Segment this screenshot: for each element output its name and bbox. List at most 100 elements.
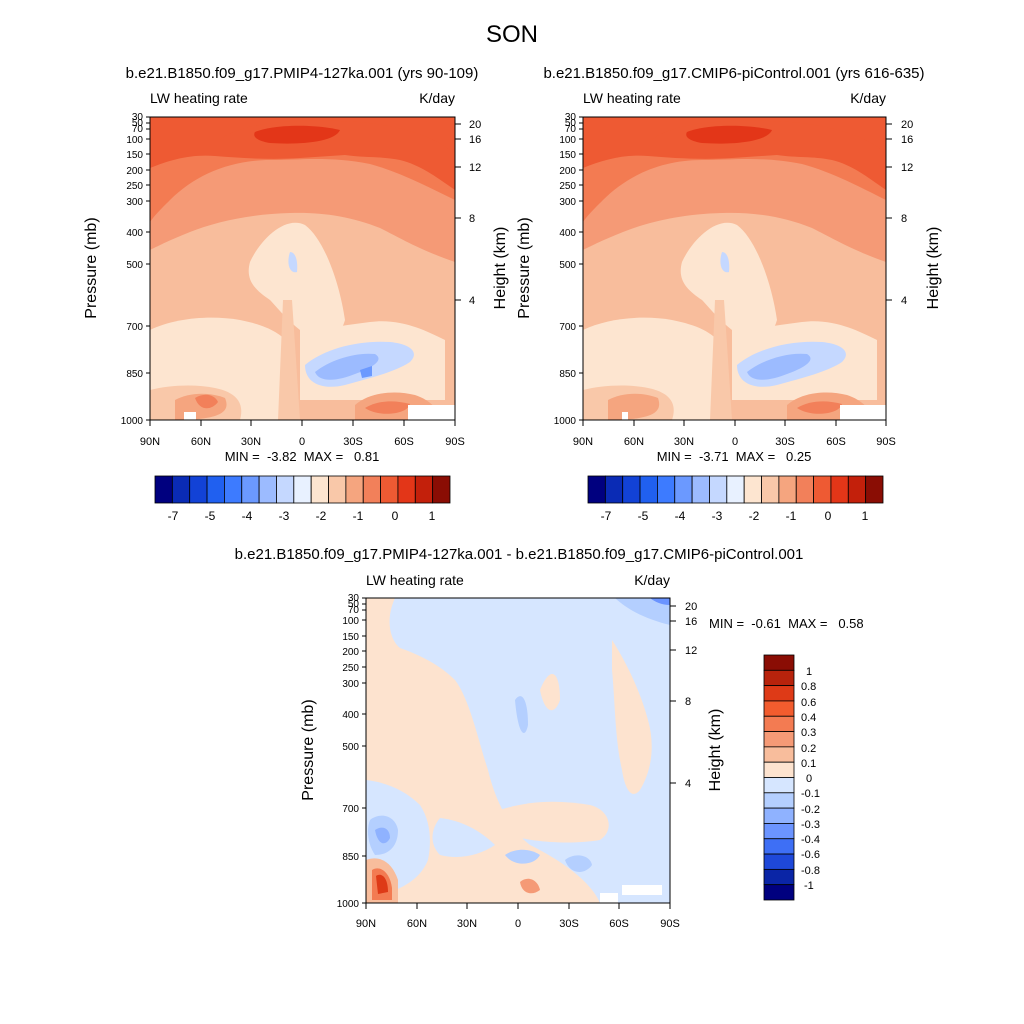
y-tick-label: 200 <box>342 647 359 658</box>
colorbar-box <box>763 853 795 870</box>
colorbar-box <box>604 475 624 504</box>
colorbar-box <box>414 475 434 504</box>
y-tick-label: 500 <box>342 742 359 753</box>
colorbar-label: -5 <box>205 509 216 523</box>
y-tick-label: 50 <box>132 118 144 129</box>
y-tick-label: 70 <box>348 605 360 616</box>
y2-tick-label: 8 <box>469 213 475 225</box>
colorbar-label: 1 <box>806 666 812 678</box>
panel-3-left-string: LW heating rate <box>366 572 464 588</box>
colorbar-box <box>310 475 329 504</box>
panel-1: b.e21.B1850.f09_g17.PMIP4-127ka.001 (yrs… <box>83 65 509 523</box>
y2-tick-label: 16 <box>685 616 697 628</box>
colorbar-label: 0 <box>825 509 832 523</box>
y-tick-label: 30 <box>348 593 360 604</box>
y-tick-label: 250 <box>342 663 359 674</box>
y2-tick-label: 16 <box>469 134 481 146</box>
x-tick-label: 90S <box>876 436 896 448</box>
colorbar-box <box>743 475 762 504</box>
panel-3-y-axis: 30 50 70 100 150 200 250 300 400 500 700… <box>337 593 366 910</box>
panel-3-contour-fill <box>366 598 670 903</box>
colorbar-box <box>709 475 728 504</box>
colorbar-box <box>778 475 797 504</box>
y-tick-label: 300 <box>342 679 359 690</box>
panel-1-stats: MIN = -3.82 MAX = 0.81 <box>225 449 380 464</box>
x-tick-label: 60N <box>624 436 644 448</box>
colorbar-box <box>587 475 606 504</box>
colorbar-box <box>830 475 849 504</box>
colorbar-box <box>224 475 243 504</box>
y-tick-label: 150 <box>342 632 359 643</box>
y-tick-label: 500 <box>126 260 143 271</box>
panel-1-left-string: LW heating rate <box>150 90 248 106</box>
y-tick-label: 150 <box>126 150 143 161</box>
colorbar-box <box>691 475 710 504</box>
colorbar-box <box>432 475 451 504</box>
y-tick-label: 700 <box>126 322 143 333</box>
panel-2-y2-axis: 20 16 12 8 4 <box>886 119 913 307</box>
panel-1-x-axis: 90N 60N 30N 0 30S 60S 90S <box>140 420 465 448</box>
colorbar-box <box>763 731 795 748</box>
colorbar-box <box>763 807 795 824</box>
x-tick-label: 30N <box>674 436 694 448</box>
colorbar-label: -0.8 <box>801 865 820 877</box>
colorbar-label: 0.2 <box>801 743 816 755</box>
y-tick-label: 850 <box>126 369 143 380</box>
colorbar-label: -2 <box>316 509 327 523</box>
colorbar-label: 0.6 <box>801 697 816 709</box>
colorbar-box <box>847 475 867 504</box>
colorbar-box <box>763 685 795 702</box>
panel-2-stats: MIN = -3.71 MAX = 0.25 <box>657 449 812 464</box>
y-tick-label: 70 <box>132 124 144 135</box>
y-tick-label: 700 <box>559 322 576 333</box>
x-tick-label: 30S <box>775 436 795 448</box>
colorbar-label: 0.1 <box>801 758 816 770</box>
colorbar-box <box>865 475 884 504</box>
colorbar-label: 0.4 <box>801 712 816 724</box>
colorbar-box <box>761 475 780 504</box>
panel-3-units: K/day <box>634 572 670 588</box>
x-tick-label: 90N <box>140 436 160 448</box>
colorbar-box <box>763 792 795 809</box>
colorbar-box <box>763 838 795 855</box>
panel-1-units: K/day <box>419 90 455 106</box>
colorbar-box <box>639 475 658 504</box>
colorbar-box <box>795 475 814 504</box>
y-tick-label: 500 <box>559 260 576 271</box>
colorbar-box <box>345 475 364 504</box>
colorbar-box <box>763 823 795 840</box>
colorbar-label: -0.1 <box>801 788 820 800</box>
x-tick-label: 90N <box>573 436 593 448</box>
colorbar-box <box>189 475 208 504</box>
colorbar-label: -1 <box>786 509 797 523</box>
y-tick-label: 400 <box>559 228 576 239</box>
y-tick-label: 1000 <box>337 899 360 910</box>
colorbar-box <box>763 761 795 778</box>
panel-1-y-axis: 30 50 70 100 150 200 250 300 400 500 700… <box>121 112 150 427</box>
y-tick-label: 30 <box>565 112 577 123</box>
colorbar-label: -3 <box>279 509 290 523</box>
panel-3-colorbar: 1 0.8 0.6 0.4 0.3 0.2 0.1 0 -0.1 -0.2 -0… <box>763 654 820 901</box>
panel-2-colorbar: -7 -5 -4 -3 -2 -1 0 1 <box>587 475 884 523</box>
x-tick-label: 30N <box>241 436 261 448</box>
panel-1-ylabel: Pressure (mb) <box>83 217 100 318</box>
colorbar-label: 0.3 <box>801 727 816 739</box>
colorbar-box <box>763 669 795 687</box>
panel-2-units: K/day <box>850 90 886 106</box>
x-tick-label: 60S <box>394 436 414 448</box>
panel-1-contour-fill <box>150 117 455 420</box>
y-tick-label: 850 <box>559 369 576 380</box>
y-tick-label: 100 <box>559 135 576 146</box>
panel-3: b.e21.B1850.f09_g17.PMIP4-127ka.001 - b.… <box>235 546 864 930</box>
colorbar-box <box>763 868 795 886</box>
y2-tick-label: 4 <box>685 778 691 790</box>
colorbar-box <box>154 475 173 504</box>
panel-2-contour-fill <box>583 117 886 420</box>
x-tick-label: 60S <box>826 436 846 448</box>
panel-1-title: b.e21.B1850.f09_g17.PMIP4-127ka.001 (yrs… <box>126 65 479 82</box>
panel-1-colorbar: -7 -5 -4 -3 -2 -1 0 1 <box>154 475 451 523</box>
y2-tick-label: 20 <box>469 119 481 131</box>
colorbar-box <box>763 715 795 732</box>
colorbar-label: -7 <box>168 509 179 523</box>
